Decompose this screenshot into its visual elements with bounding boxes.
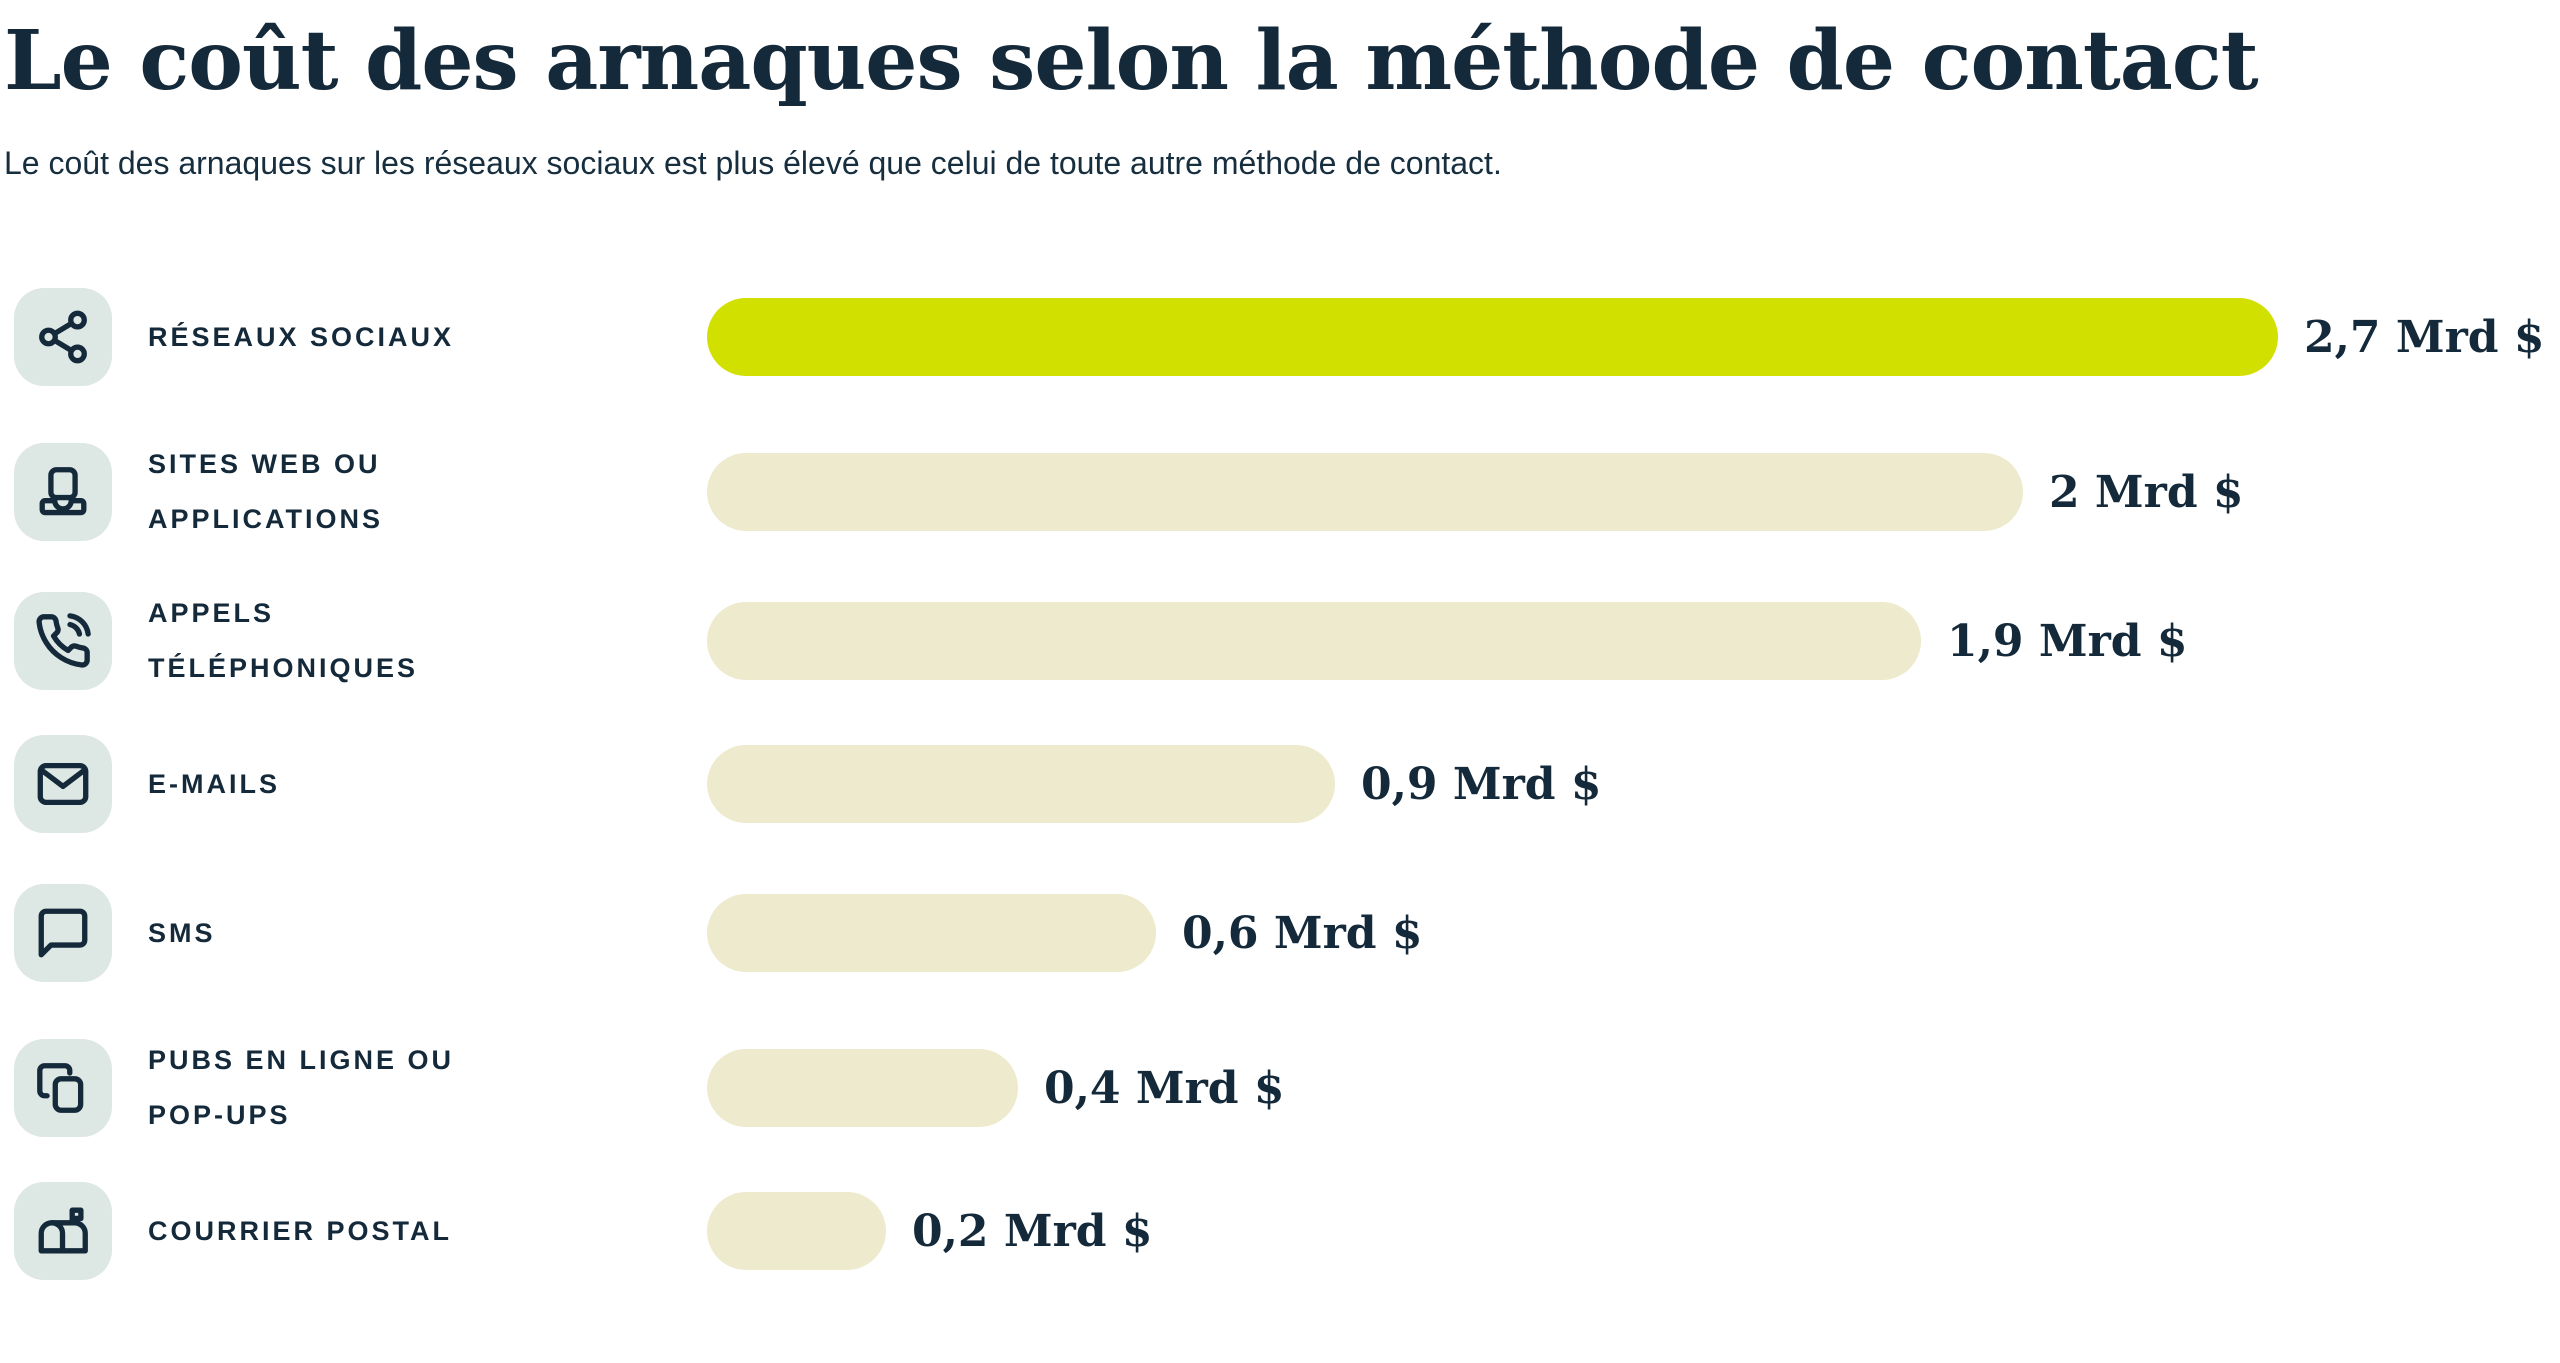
bar <box>707 745 1335 824</box>
bar <box>707 602 1921 681</box>
bar-track: 2 Mrd $ <box>707 453 2560 532</box>
bar-track: 0,2 Mrd $ <box>707 1192 2560 1271</box>
category-icon-tile <box>14 443 112 542</box>
value-label: 0,9 Mrd $ <box>1361 758 1602 810</box>
chart-row: PUBS EN LIGNE OU POP-UPS 0,4 Mrd $ <box>14 1033 2560 1138</box>
value-label: 1,9 Mrd $ <box>1947 615 2188 667</box>
category-icon-tile <box>14 592 112 691</box>
chart-row: E-MAILS 0,9 Mrd $ <box>14 735 2560 834</box>
bar <box>707 894 1156 973</box>
chart-row: SITES WEB OU APPLICATIONS 2 Mrd $ <box>14 437 2560 542</box>
value-label: 0,6 Mrd $ <box>1182 907 1423 959</box>
message-square-icon <box>34 904 92 962</box>
category-icon-tile <box>14 884 112 983</box>
category-label: E-MAILS <box>148 768 280 799</box>
category-icon-tile <box>14 735 112 834</box>
category-label: APPELS TÉLÉPHONIQUES <box>148 598 419 684</box>
share-icon <box>34 308 92 366</box>
copy-windows-icon <box>34 1059 92 1117</box>
category-label: SITES WEB OU APPLICATIONS <box>148 449 384 535</box>
chart-row: RÉSEAUX SOCIAUX 2,7 Mrd $ <box>14 288 2560 387</box>
category-icon-tile <box>14 1182 112 1281</box>
value-label: 0,4 Mrd $ <box>1044 1062 1285 1114</box>
bar-track: 0,6 Mrd $ <box>707 894 2560 973</box>
category-label: RÉSEAUX SOCIAUX <box>148 321 455 352</box>
bar-track: 2,7 Mrd $ <box>707 298 2560 377</box>
chart-row: APPELS TÉLÉPHONIQUES 1,9 Mrd $ <box>14 586 2560 691</box>
value-label: 2,7 Mrd $ <box>2304 311 2545 363</box>
bar-track: 0,4 Mrd $ <box>707 1049 2560 1128</box>
bar <box>707 453 2023 532</box>
page-title: Le coût des arnaques selon la méthode de… <box>4 13 2259 109</box>
page-subtitle: Le coût des arnaques sur les réseaux soc… <box>4 144 1502 181</box>
bar-track: 0,9 Mrd $ <box>707 745 2560 824</box>
category-label: COURRIER POSTAL <box>148 1215 453 1246</box>
value-label: 0,2 Mrd $ <box>912 1205 1153 1257</box>
bar-chart: RÉSEAUX SOCIAUX 2,7 Mrd $ SITES WEB OU A… <box>0 288 2560 1281</box>
category-icon-tile <box>14 288 112 387</box>
laptop-icon <box>34 463 92 521</box>
bar <box>707 1049 1018 1128</box>
phone-call-icon <box>34 612 92 670</box>
category-icon-tile <box>14 1039 112 1138</box>
chart-row: SMS 0,6 Mrd $ <box>14 884 2560 983</box>
category-label: SMS <box>148 917 216 948</box>
mail-icon <box>34 755 92 813</box>
mailbox-icon <box>34 1202 92 1260</box>
bar <box>707 298 2278 377</box>
category-label: PUBS EN LIGNE OU POP-UPS <box>148 1045 455 1131</box>
value-label: 2 Mrd $ <box>2049 466 2244 518</box>
bar <box>707 1192 886 1271</box>
chart-row: COURRIER POSTAL 0,2 Mrd $ <box>14 1182 2560 1281</box>
bar-track: 1,9 Mrd $ <box>707 602 2560 681</box>
